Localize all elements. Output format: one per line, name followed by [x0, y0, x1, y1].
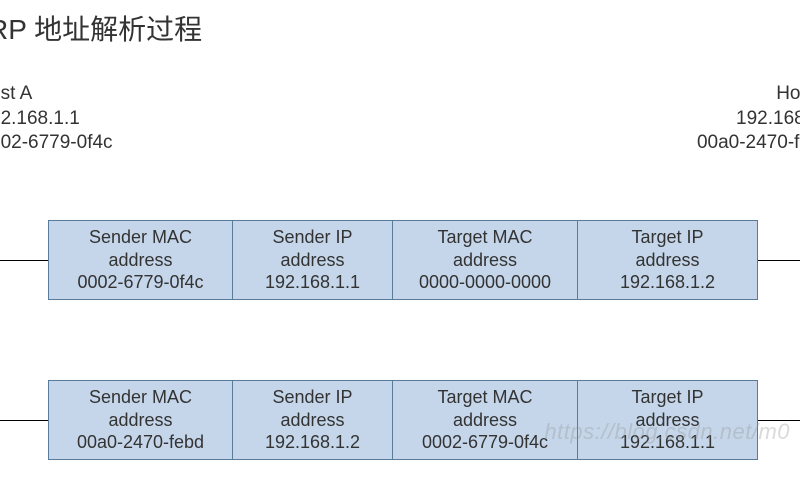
cell-label: Target MAC	[437, 386, 532, 409]
host-a-mac: 002-6779-0f4c	[0, 131, 113, 156]
cell-label: address	[453, 409, 517, 432]
host-a-name: ost A	[0, 82, 113, 107]
request-sender-mac-cell: Sender MAC address 0002-6779-0f4c	[48, 220, 233, 300]
cell-label: address	[280, 409, 344, 432]
cell-value: 192.168.1.1	[265, 271, 360, 294]
line-left-1	[0, 260, 48, 261]
cell-value: 00a0-2470-febd	[77, 431, 204, 454]
line-right-1	[758, 260, 800, 261]
cell-label: Target IP	[631, 386, 703, 409]
request-target-mac-cell: Target MAC address 0000-0000-0000	[393, 220, 578, 300]
cell-value: 192.168.1.2	[265, 431, 360, 454]
cell-value: 0002-6779-0f4c	[77, 271, 203, 294]
cell-label: address	[635, 409, 699, 432]
cell-value: 0000-0000-0000	[419, 271, 551, 294]
cell-label: address	[108, 409, 172, 432]
cell-label: Target MAC	[437, 226, 532, 249]
host-b-ip: 192.168.	[697, 107, 800, 132]
cell-label: address	[635, 249, 699, 272]
cell-label: Target IP	[631, 226, 703, 249]
arp-reply-row: Sender MAC address 00a0-2470-febd Sender…	[48, 380, 758, 460]
request-sender-ip-cell: Sender IP address 192.168.1.1	[233, 220, 393, 300]
diagram-title: RP 地址解析过程	[0, 8, 202, 48]
cell-label: address	[108, 249, 172, 272]
cell-label: Sender IP	[272, 386, 352, 409]
reply-sender-ip-cell: Sender IP address 192.168.1.2	[233, 380, 393, 460]
host-a-block: ost A 92.168.1.1 002-6779-0f4c	[0, 82, 113, 156]
line-right-2	[758, 420, 800, 421]
cell-label: Sender MAC	[89, 386, 192, 409]
cell-value: 192.168.1.2	[620, 271, 715, 294]
host-b-block: Hos 192.168. 00a0-2470-fe	[697, 82, 800, 156]
host-b-mac: 00a0-2470-fe	[697, 131, 800, 156]
host-b-name: Hos	[697, 82, 800, 107]
cell-label: Sender MAC	[89, 226, 192, 249]
line-left-2	[0, 420, 48, 421]
cell-label: address	[453, 249, 517, 272]
cell-value: 192.168.1.1	[620, 431, 715, 454]
cell-value: 0002-6779-0f4c	[422, 431, 548, 454]
host-a-ip: 92.168.1.1	[0, 107, 113, 132]
cell-label: Sender IP	[272, 226, 352, 249]
cell-label: address	[280, 249, 344, 272]
reply-sender-mac-cell: Sender MAC address 00a0-2470-febd	[48, 380, 233, 460]
arp-request-row: Sender MAC address 0002-6779-0f4c Sender…	[48, 220, 758, 300]
reply-target-ip-cell: Target IP address 192.168.1.1	[578, 380, 758, 460]
request-target-ip-cell: Target IP address 192.168.1.2	[578, 220, 758, 300]
reply-target-mac-cell: Target MAC address 0002-6779-0f4c	[393, 380, 578, 460]
